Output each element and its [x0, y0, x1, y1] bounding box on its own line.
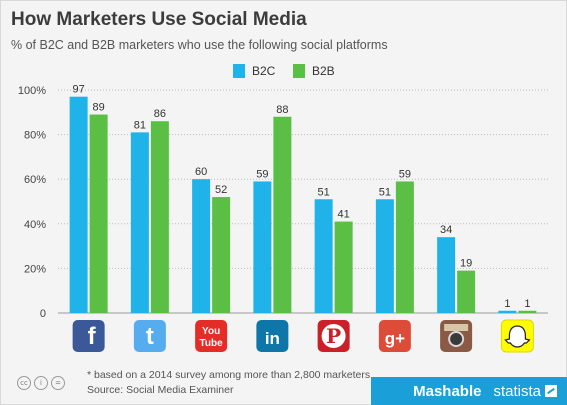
data-label-b2b: 41	[338, 209, 350, 221]
twitter-icon	[133, 320, 166, 352]
bar-b2b	[273, 116, 292, 313]
chart-title: How Marketers Use Social Media	[11, 9, 307, 30]
data-label-b2c: 1	[504, 298, 510, 310]
legend-swatch-b2c	[233, 64, 245, 78]
data-label-b2c: 51	[379, 186, 391, 198]
data-label-b2c: 97	[73, 84, 85, 96]
bar-b2c	[437, 237, 456, 313]
legend-item-b2c: B2C	[233, 64, 275, 78]
data-label-b2b: 59	[399, 168, 411, 180]
brand-bar: Mashable statista	[371, 377, 567, 405]
legend-label-b2b: B2B	[312, 64, 335, 78]
data-label-b2c: 59	[256, 168, 268, 180]
data-label-b2c: 81	[134, 119, 146, 131]
bar-b2b	[150, 121, 169, 313]
data-label-b2b: 86	[154, 108, 166, 120]
source-note: Source: Social Media Examiner	[87, 384, 234, 396]
y-tick-label: 20%	[24, 263, 46, 275]
facebook-icon	[72, 320, 105, 352]
data-label-b2c: 60	[195, 166, 207, 178]
data-label-b2b: 19	[460, 258, 472, 270]
bar-b2b	[518, 310, 537, 313]
bar-b2b	[89, 114, 108, 313]
bar-b2b	[457, 270, 476, 313]
legend-item-b2b: B2B	[293, 64, 335, 78]
y-tick-label: 40%	[24, 219, 46, 231]
bar-b2c	[498, 310, 517, 313]
linkedin-glyph: in	[265, 329, 280, 348]
legend-label-b2c: B2C	[252, 64, 276, 78]
bar-b2b	[395, 181, 414, 313]
y-tick-label: 0	[40, 308, 46, 320]
data-label-b2b: 88	[276, 104, 288, 116]
pinterest-disc	[321, 324, 346, 348]
linkedin-icon	[256, 320, 289, 352]
bar-b2c	[130, 132, 149, 313]
statista-logo: statista	[493, 383, 557, 400]
statista-mark-icon	[545, 385, 557, 397]
bar-b2c	[69, 96, 88, 313]
license-icons: cc i =	[17, 376, 65, 390]
creative-commons-icon: cc	[17, 376, 31, 390]
bar-b2b	[212, 197, 231, 313]
google-plus-glyph: g+	[385, 329, 405, 348]
bar-b2c	[314, 199, 333, 313]
google-plus-icon	[378, 320, 411, 352]
instagram-strip	[444, 324, 469, 331]
bar-b2c	[253, 181, 272, 313]
statista-wordmark: statista	[493, 382, 541, 400]
snapchat-ghost	[504, 325, 531, 348]
chart-subtitle: % of B2C and B2B marketers who use the f…	[11, 38, 388, 52]
bar-b2b	[334, 221, 353, 313]
twitter-glyph: t	[146, 323, 154, 350]
legend-swatch-b2b	[293, 64, 305, 78]
y-tick-label: 60%	[24, 174, 46, 186]
footnote: * based on a 2014 survey among more than…	[87, 369, 371, 381]
y-tick-label: 100%	[18, 85, 46, 97]
data-label-b2c: 34	[440, 224, 452, 236]
bar-b2c	[375, 199, 394, 313]
instagram-lens	[448, 331, 465, 347]
facebook-glyph: f	[88, 323, 97, 350]
data-label-b2b: 1	[524, 298, 530, 310]
no-derivatives-icon: =	[51, 376, 65, 390]
data-label-b2b: 52	[215, 184, 227, 196]
pinterest-glyph: P	[326, 324, 341, 348]
data-label-b2b: 89	[93, 102, 105, 114]
youtube-glyph-top: You	[202, 326, 220, 337]
mashable-logo: Mashable	[413, 382, 482, 400]
youtube-glyph-bottom: Tube	[200, 338, 224, 349]
youtube-icon	[195, 320, 228, 352]
y-tick-label: 80%	[24, 130, 46, 142]
data-label-b2c: 51	[318, 186, 330, 198]
bar-b2c	[192, 179, 211, 313]
chart-legend: B2C B2B	[0, 64, 567, 82]
attribution-icon: i	[34, 376, 48, 390]
